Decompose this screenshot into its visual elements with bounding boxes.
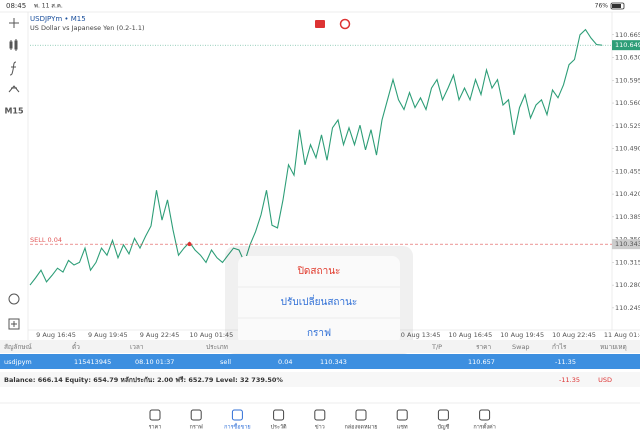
tab-icon[interactable] <box>479 409 491 421</box>
y-tick-label: 110.595 <box>615 76 640 84</box>
y-tick-label: 110.560 <box>615 99 640 107</box>
crosshair-icon[interactable] <box>9 18 19 28</box>
table-cell: sell <box>220 358 231 366</box>
objects-icon[interactable] <box>8 85 20 93</box>
popup-item[interactable]: กราฟ <box>307 328 331 339</box>
tab-icon[interactable] <box>396 409 408 421</box>
y-tick-label: 110.490 <box>615 145 640 153</box>
y-tick-label: 110.245 <box>615 304 640 312</box>
balance-currency: USD <box>598 376 612 384</box>
table-cell: 110.657 <box>468 358 495 366</box>
indicators-icon[interactable] <box>9 39 18 51</box>
table-cell: 08.10 01:37 <box>135 358 174 366</box>
y-tick-label: 110.385 <box>615 213 640 221</box>
x-tick-label: 9 Aug 22:45 <box>140 331 180 339</box>
zoom-icon[interactable] <box>8 293 20 305</box>
tab-icon[interactable] <box>437 409 449 421</box>
tab-label[interactable]: ข่าว <box>315 425 325 431</box>
balance-bar <box>0 372 640 387</box>
table-cell: 115413945 <box>74 358 111 366</box>
add-plus <box>11 321 17 327</box>
x-tick-label: 11 Aug 01:45 <box>604 331 640 339</box>
status-date: พ. 11 ส.ค. <box>34 3 63 10</box>
table-row-selected[interactable] <box>0 354 640 369</box>
table-header-cell: หมายเหตุ <box>600 343 627 351</box>
tab-icon[interactable] <box>231 409 243 421</box>
table-header-cell: ประเภท <box>206 343 228 351</box>
y-tick-label: 110.525 <box>615 122 640 130</box>
tab-icon[interactable] <box>273 409 285 421</box>
order-label: SELL 0.04 <box>30 236 62 244</box>
tab-icon[interactable] <box>149 409 161 421</box>
entry-marker <box>187 242 192 247</box>
add-icon[interactable] <box>8 318 20 330</box>
x-tick-label: 10 Aug 16:45 <box>448 331 492 339</box>
tab-label[interactable]: กล่องจดหมาย <box>344 425 377 431</box>
tab-label[interactable]: ประวัติ <box>271 424 287 431</box>
tab-icon[interactable] <box>355 409 367 421</box>
flag-icon <box>339 18 351 30</box>
tab-label[interactable]: การซื้อขาย <box>224 423 250 431</box>
tab-icon[interactable] <box>314 409 326 421</box>
battery-fill <box>612 4 621 8</box>
popup <box>238 256 400 345</box>
x-tick-label: 9 Aug 16:45 <box>36 331 76 339</box>
balance-summary: Balance: 666.14 Equity: 654.79 หลักประกั… <box>4 376 283 384</box>
table-header-cell: Swap <box>512 343 530 351</box>
x-tick-label: 9 Aug 19:45 <box>88 331 128 339</box>
x-tick-label: 10 Aug 22:45 <box>552 331 596 339</box>
table-cell: 110.343 <box>320 358 347 366</box>
y-tick-label: 110.280 <box>615 281 640 289</box>
tab-label[interactable]: บัญชี <box>437 424 449 431</box>
battery-level: 76% <box>595 3 609 10</box>
x-tick-label: 10 Aug 01:45 <box>189 331 233 339</box>
balance-profit: -11.35 <box>559 376 580 384</box>
tab-label[interactable]: กราฟ <box>190 424 203 431</box>
tab-label[interactable]: การตั้งค่า <box>473 423 495 431</box>
y-tick-label: 110.455 <box>615 167 640 175</box>
current-price-label: 110.649 <box>615 41 640 49</box>
status-time: 08:45 <box>6 2 26 10</box>
tab-label[interactable]: ราคา <box>149 425 162 431</box>
chart-title: USDJPYm • M15 <box>30 15 86 23</box>
table-cell: usdjpym <box>4 358 32 366</box>
y-tick-label: 110.630 <box>615 54 640 62</box>
chart-subtitle: US Dollar vs Japanese Yen (0.2-1.1) <box>30 24 145 32</box>
tab-icon[interactable] <box>190 409 202 421</box>
toolbar-icons <box>8 18 20 330</box>
x-tick-label: 10 Aug 19:45 <box>500 331 544 339</box>
table-header-cell: ราคา <box>476 343 491 351</box>
y-tick-label: 110.315 <box>615 258 640 266</box>
current-price-tag <box>612 40 640 51</box>
order-price-label: 110.343 <box>615 240 640 248</box>
timeframe[interactable]: M15 <box>4 107 24 116</box>
price-line <box>29 28 603 286</box>
table-cell: -11.35 <box>555 358 576 366</box>
table-header-cell: สัญลักษณ์ <box>4 343 32 351</box>
table-header-cell: เวลา <box>130 343 144 351</box>
table-header-cell: กำไร <box>552 343 567 351</box>
popup-item[interactable]: ปรับเปลี่ยนสถานะ <box>281 294 358 308</box>
battery-icon <box>610 2 625 10</box>
table-header-cell: ตั๋ว <box>72 342 80 351</box>
x-tick-label: 10 Aug 13:45 <box>397 331 441 339</box>
table-header <box>0 340 640 353</box>
tab-label[interactable]: แชท <box>397 424 408 431</box>
table-cell: 0.04 <box>278 358 292 366</box>
function-icon[interactable] <box>9 61 17 76</box>
order-price-tag <box>612 239 640 250</box>
flag-icon <box>315 20 325 28</box>
popup-item[interactable]: ปิดสถานะ <box>297 266 340 277</box>
table-header-cell: T/P <box>431 343 442 351</box>
y-tick-label: 110.665 <box>615 31 640 39</box>
y-tick-label: 110.420 <box>615 190 640 198</box>
